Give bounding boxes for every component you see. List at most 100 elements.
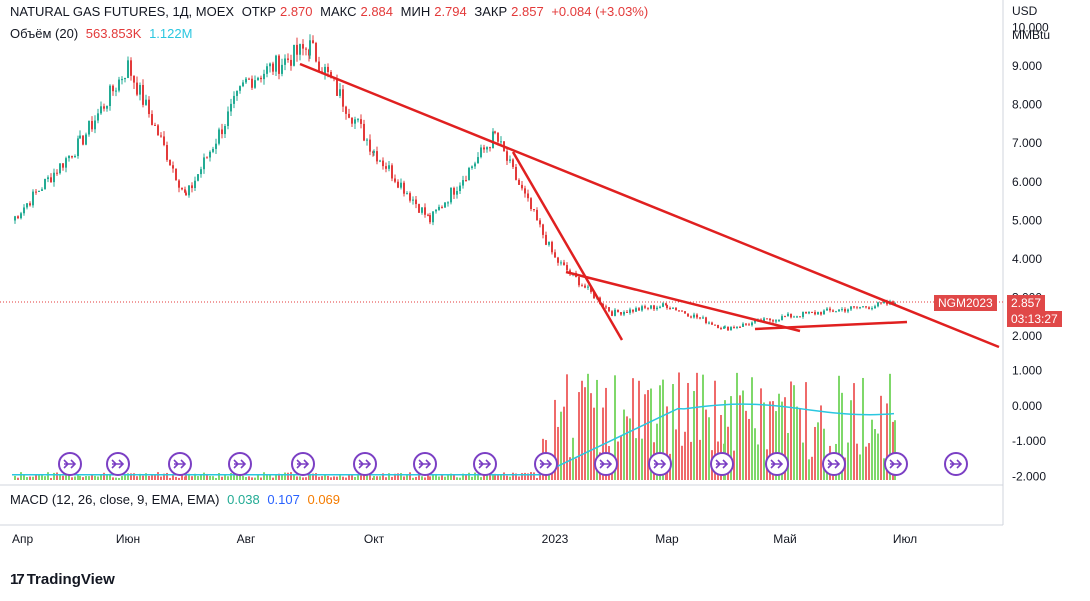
symbol-title[interactable]: NATURAL GAS FUTURES, 1Д, MOEX (10, 4, 235, 19)
candle-body (736, 326, 738, 328)
trendline-0[interactable] (299, 62, 1000, 349)
candle-body (218, 129, 220, 144)
event-marker-icon[interactable] (473, 452, 497, 476)
volume-bar (871, 419, 873, 480)
time-tick-6: Май (773, 532, 797, 546)
candle-body (684, 311, 686, 314)
event-marker-icon[interactable] (106, 452, 130, 476)
volume-bar (175, 476, 177, 480)
candle-body (647, 307, 649, 309)
volume-bar (339, 475, 341, 480)
histogram-value: 0.069 (307, 492, 341, 507)
candle-body (826, 308, 828, 311)
candle-body (188, 185, 190, 196)
volume-bar (272, 477, 274, 480)
candle-body (400, 182, 402, 188)
event-markers[interactable] (58, 452, 968, 476)
volume-bar (769, 401, 771, 480)
candle-body (635, 308, 637, 312)
event-marker-icon[interactable] (944, 452, 968, 476)
candle-body (327, 66, 329, 73)
candle-body (477, 157, 479, 164)
candle-body (29, 203, 31, 206)
candle-body (829, 308, 831, 311)
event-marker-icon[interactable] (58, 452, 82, 476)
volume-label[interactable]: Объём (20) (10, 26, 79, 41)
candle-body (656, 307, 658, 310)
volume-bar (17, 477, 19, 480)
candle-body (14, 216, 16, 221)
candle-body (339, 89, 341, 96)
volume-bar (124, 475, 126, 480)
macd-label[interactable]: MACD (12, 26, close, 9, EMA, EMA) (10, 492, 220, 507)
event-marker-icon[interactable] (291, 452, 315, 476)
event-marker-icon[interactable] (765, 452, 789, 476)
volume-bar (369, 472, 371, 480)
event-marker-icon[interactable] (594, 452, 618, 476)
candle-body (206, 157, 208, 159)
volume-bar (675, 429, 677, 480)
volume-bar (224, 474, 226, 480)
candle-body (730, 327, 732, 331)
candle-body (856, 306, 858, 308)
volume-bar (94, 475, 96, 480)
volume-bar (136, 476, 138, 480)
candle-body (284, 58, 286, 65)
volume-bar (400, 473, 402, 480)
trendline-3[interactable] (754, 320, 908, 331)
high-value: 2.884 (360, 4, 394, 19)
candle-body (435, 209, 437, 212)
volume-bar (68, 473, 70, 480)
candle-body (287, 58, 289, 60)
low-label: МИН (400, 4, 431, 19)
candle-body (32, 191, 34, 206)
trendline-1[interactable] (511, 151, 624, 341)
event-marker-icon[interactable] (168, 452, 192, 476)
candle-body (254, 80, 256, 88)
volume-bar (447, 475, 449, 480)
event-marker-icon[interactable] (710, 452, 734, 476)
event-marker-icon[interactable] (822, 452, 846, 476)
volume-bar (53, 472, 55, 480)
volume-bar (805, 382, 807, 480)
volume-bar (23, 474, 25, 480)
event-marker-icon[interactable] (648, 452, 672, 476)
candle-body (681, 310, 683, 312)
candle-body (418, 204, 420, 213)
candle-body (453, 187, 455, 195)
volume-bar (617, 441, 619, 480)
volume-bar (578, 392, 580, 480)
event-marker-icon[interactable] (884, 452, 908, 476)
event-marker-icon[interactable] (534, 452, 558, 476)
volume-bar (348, 475, 350, 480)
price-axis[interactable]: 10.0009.0008.0007.0006.0005.0004.0003.00… (1012, 20, 1049, 343)
volume-bar (59, 474, 61, 480)
low-value: 2.794 (434, 4, 467, 19)
trendlines[interactable] (299, 62, 1000, 349)
event-marker-icon[interactable] (413, 452, 437, 476)
candle-body (296, 44, 298, 55)
candle-body (281, 64, 283, 74)
volume-bar (154, 474, 156, 480)
candle-body (412, 199, 414, 201)
trendline-2[interactable] (565, 270, 801, 333)
time-axis[interactable]: Апр Июн Авг Окт 2023 Мар Май Июл (12, 532, 917, 546)
candle-body (142, 84, 144, 105)
macd-axis[interactable]: 1.000 0.000 -1.000 -2.000 (1012, 364, 1046, 484)
candle-body (745, 323, 747, 325)
candle-body (26, 203, 28, 208)
volume-bar (62, 475, 64, 480)
event-marker-icon[interactable] (228, 452, 252, 476)
volume-bar (569, 457, 571, 480)
candle-body (266, 66, 268, 74)
volume-bar (489, 473, 491, 480)
volume-bar (557, 426, 559, 480)
volume-bar (139, 473, 141, 480)
event-marker-icon[interactable] (353, 452, 377, 476)
candle-body (429, 215, 431, 223)
volume-bar (130, 473, 132, 480)
ticker-tag[interactable]: NGM2023 (934, 295, 997, 311)
candle-body (527, 193, 529, 199)
tradingview-logo[interactable]: 17 TradingView (10, 571, 115, 588)
